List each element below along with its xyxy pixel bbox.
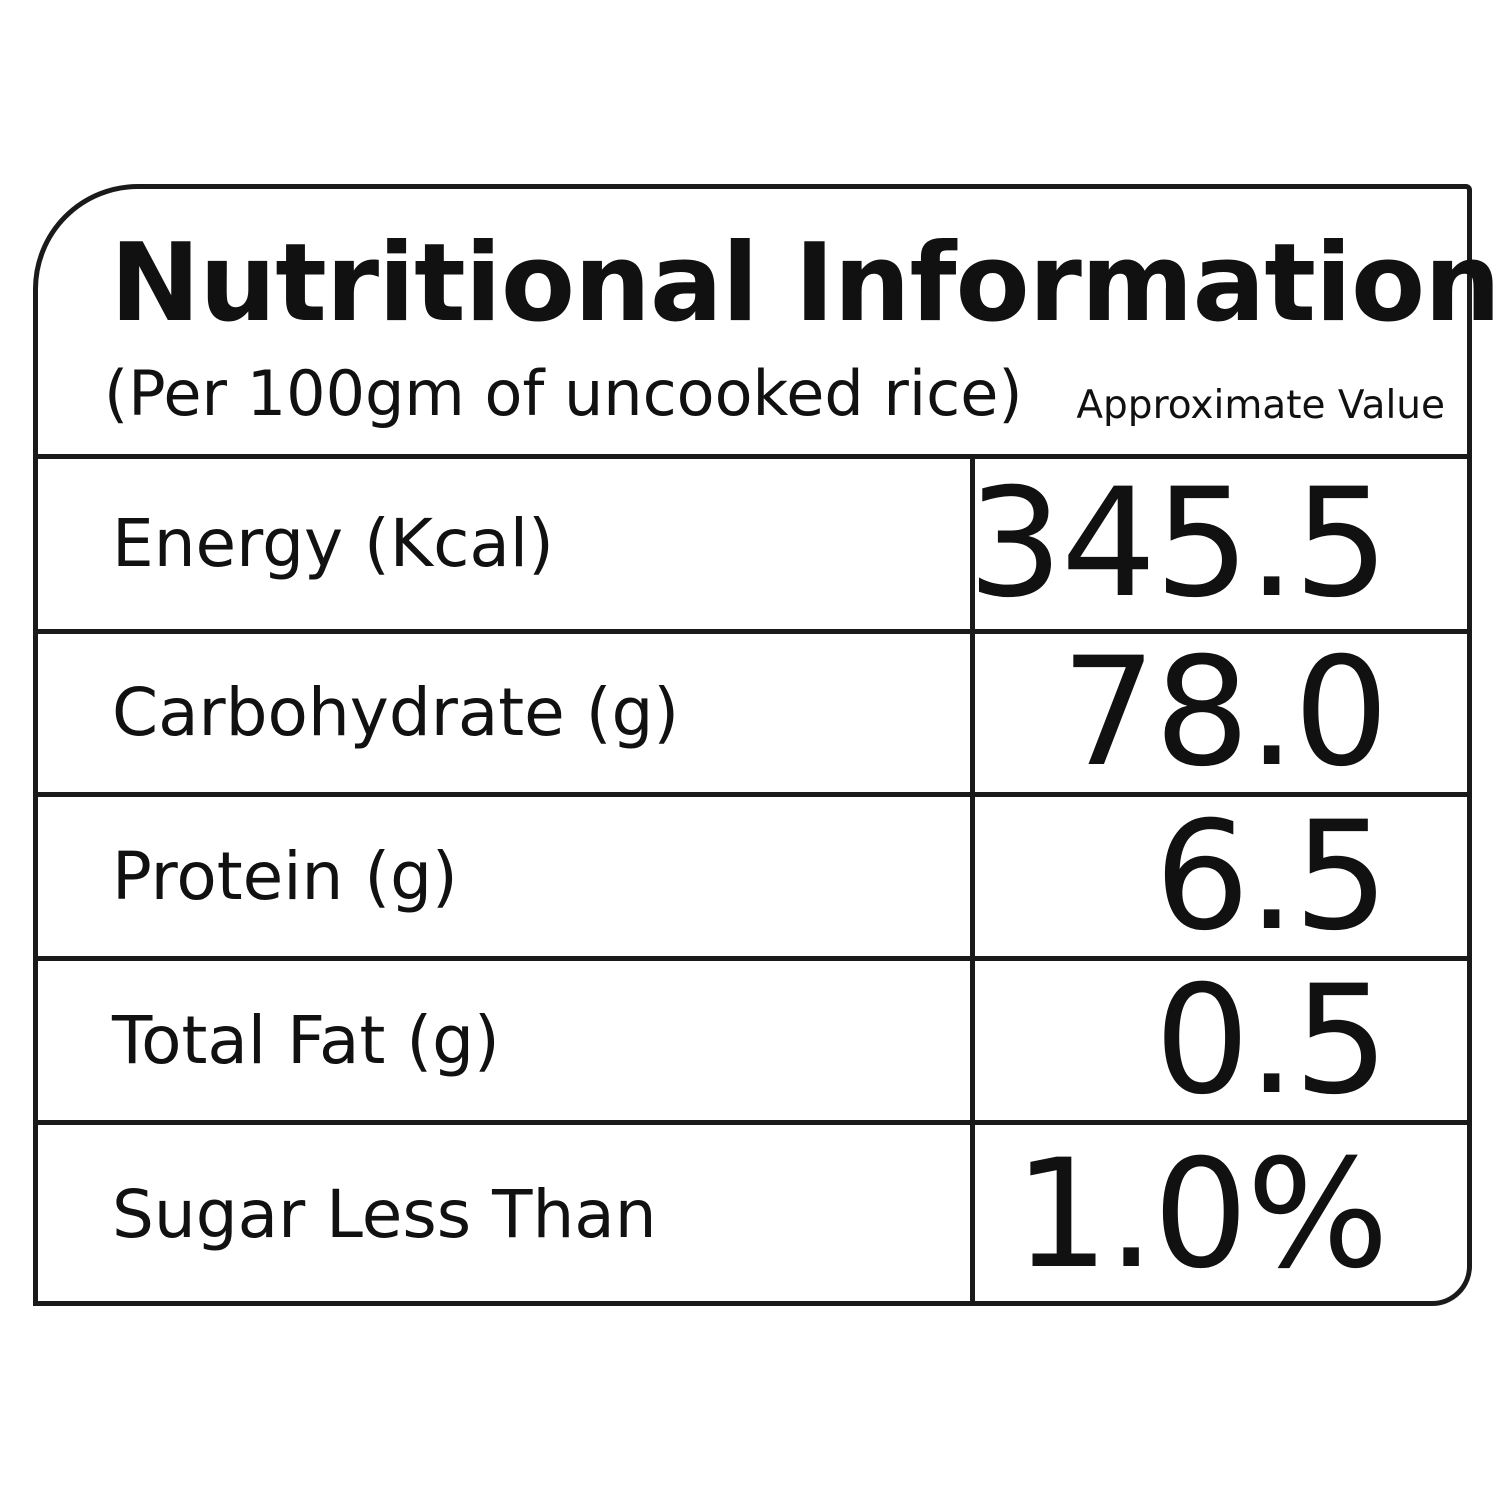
nutrient-value: 1.0% [1013, 1128, 1389, 1302]
nutrient-value: 0.5 [1154, 953, 1389, 1128]
nutrient-value: 78.0 [1061, 626, 1389, 800]
value-column-header: Approximate Value [1076, 383, 1445, 428]
column-divider [970, 454, 975, 1301]
table-row-protein: Protein (g) 6.5 [38, 792, 1467, 956]
nutrient-name: Energy (Kcal) [112, 505, 554, 582]
label-title: Nutritional Information [110, 221, 1500, 346]
table-row-total-fat: Total Fat (g) 0.5 [38, 956, 1467, 1120]
label-subtitle: (Per 100gm of uncooked rice) [104, 357, 1023, 430]
nutrient-name: Sugar Less Than [112, 1176, 657, 1253]
nutrition-label: Nutritional Information (Per 100gm of un… [33, 184, 1500, 1306]
nutrient-name: Protein (g) [112, 837, 458, 915]
nutrition-table: Energy (Kcal) 345.5 Carbohydrate (g) 78.… [38, 454, 1467, 1305]
nutrient-name: Carbohydrate (g) [112, 674, 680, 751]
label-header: Nutritional Information (Per 100gm of un… [38, 189, 1500, 456]
table-row-sugar: Sugar Less Than 1.0% [38, 1120, 1467, 1305]
table-row-carbohydrate: Carbohydrate (g) 78.0 [38, 629, 1467, 792]
nutrient-value: 345.5 [967, 457, 1389, 631]
nutrient-name: Total Fat (g) [112, 1001, 500, 1079]
nutrient-value: 6.5 [1154, 789, 1389, 964]
table-row-energy: Energy (Kcal) 345.5 [38, 454, 1467, 629]
